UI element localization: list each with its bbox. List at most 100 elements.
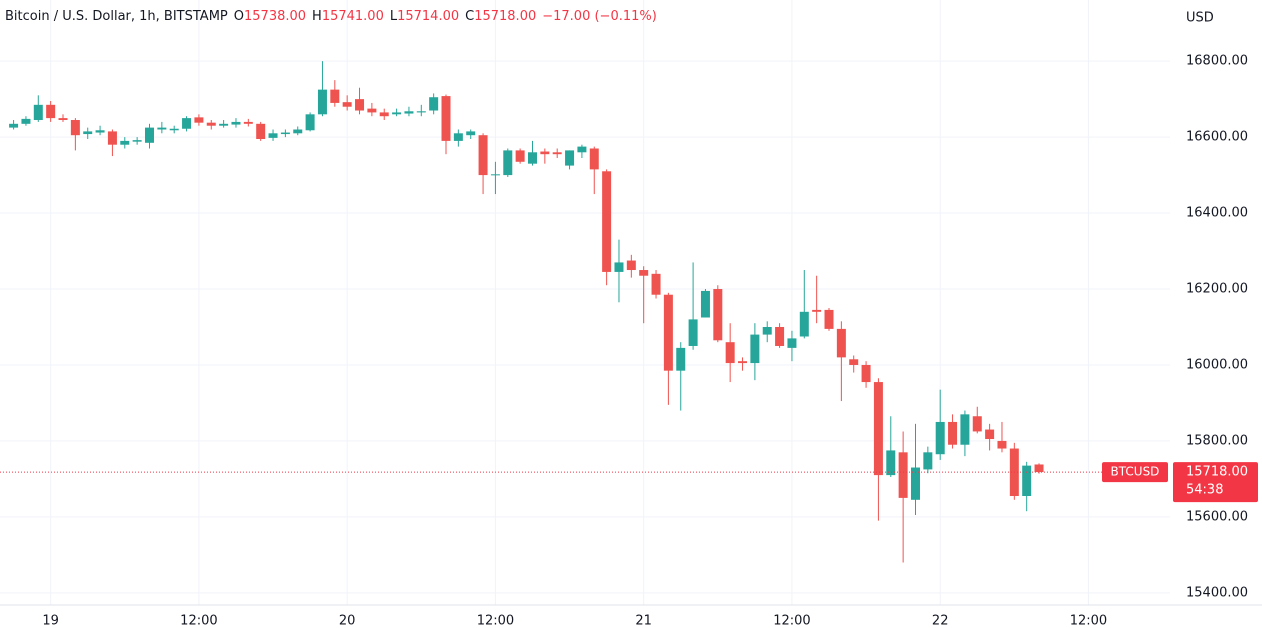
candle-body [83, 131, 93, 135]
candle-body [478, 135, 488, 176]
candle-body [663, 294, 673, 371]
y-axis-label: USD [1186, 11, 1214, 26]
ohlc-key: H [312, 9, 322, 24]
symbol-label: BTCUSD [1111, 465, 1160, 479]
candle-body [490, 174, 500, 176]
candle-body [824, 309, 834, 329]
candle-body [713, 289, 723, 341]
x-tick-label: 12:00 [1070, 614, 1107, 628]
chart-title: Bitcoin / U.S. Dollar, 1h, BITSTAMP [5, 9, 228, 24]
x-tick-label: 19 [42, 614, 59, 628]
candle-body [688, 319, 698, 346]
candle-body [515, 150, 525, 162]
y-tick-label: 15600.00 [1186, 509, 1248, 524]
candle-body [725, 342, 735, 364]
candle-body [799, 311, 809, 337]
candle-body [972, 416, 982, 432]
candle-body [280, 132, 290, 135]
candle-body [404, 111, 414, 114]
candle-body [651, 273, 661, 295]
candle-body [317, 89, 327, 115]
candle-body [293, 129, 303, 134]
ohlc-value: 15738.00 [244, 9, 307, 24]
ohlc-key: L [389, 9, 398, 24]
candle-body [787, 338, 797, 348]
candle-body [602, 171, 612, 272]
ohlc-item: H15741.00 [312, 9, 384, 24]
candle-body [948, 421, 958, 445]
candle-body [9, 123, 19, 128]
candle-body [873, 382, 883, 476]
y-tick-label: 16000.00 [1186, 357, 1248, 372]
candle-body [169, 128, 179, 131]
candle-body [305, 114, 315, 131]
candle-body [95, 130, 105, 133]
candle-body [639, 270, 649, 276]
candle-body [1022, 465, 1032, 497]
y-tick-label: 15400.00 [1186, 585, 1248, 600]
candle-body [219, 123, 229, 126]
candle-body [416, 111, 426, 113]
candle-body [379, 112, 389, 117]
candle-body [182, 118, 192, 129]
candle-body [355, 99, 365, 111]
candle-body [565, 150, 575, 166]
candle-body [997, 440, 1007, 449]
candle-body [268, 133, 278, 138]
candle-body [144, 127, 154, 143]
x-tick-label: 21 [635, 614, 652, 628]
ohlc-item: C15718.00 [465, 9, 536, 24]
candle-body [540, 151, 550, 155]
candle-body [206, 122, 216, 126]
candle-body [985, 429, 995, 440]
y-tick-label: 16800.00 [1186, 54, 1248, 69]
candle-body [836, 328, 846, 358]
change: −17.00 (−0.11%) [542, 9, 657, 24]
y-tick-label: 16200.00 [1186, 282, 1248, 297]
candle-body [503, 150, 513, 176]
candle-body [935, 421, 945, 455]
candle-body [700, 290, 710, 318]
candle-body [589, 148, 599, 170]
candle-body [441, 96, 451, 141]
header: Bitcoin / U.S. Dollar, 1h, BITSTAMP O157… [5, 9, 657, 24]
candle-body [614, 262, 624, 272]
candle-body [194, 117, 204, 123]
candle-body [429, 97, 439, 111]
candle-body [46, 104, 56, 119]
ohlc-item: O15738.00 [234, 9, 306, 24]
candle-body [1034, 464, 1044, 473]
candle-body [527, 152, 537, 164]
candle-body [849, 359, 859, 365]
price-label: 15718.00 [1186, 465, 1248, 480]
ohlc-key: C [465, 9, 475, 24]
candle-body [330, 89, 340, 103]
countdown-label: 54:38 [1186, 483, 1223, 498]
candle-body [676, 347, 686, 371]
candle-body [626, 260, 636, 271]
candle-body [256, 123, 266, 140]
candle-body [107, 131, 117, 145]
candle-body [923, 452, 933, 470]
x-tick-label: 20 [339, 614, 356, 628]
y-tick-label: 16600.00 [1186, 130, 1248, 145]
candle-body [58, 118, 68, 121]
symbol-tag [1102, 462, 1168, 483]
candle-body [392, 112, 402, 115]
candle-body [910, 467, 920, 500]
candle-body [33, 104, 43, 121]
ohlc: O15738.00 H15741.00 L15714.00 C15718.00 [234, 9, 536, 24]
ohlc-key: O [233, 9, 244, 24]
candle-body [775, 326, 785, 346]
x-tick-label: 12:00 [180, 614, 217, 628]
price-tag [1173, 462, 1258, 503]
x-tick-label: 12:00 [773, 614, 810, 628]
candle-body [960, 414, 970, 445]
candle-body [342, 102, 352, 107]
y-tick-label: 16400.00 [1186, 206, 1248, 221]
candle-body [120, 140, 130, 145]
candle-body [231, 121, 241, 125]
x-tick-label: 22 [932, 614, 949, 628]
candle-body [466, 131, 476, 136]
